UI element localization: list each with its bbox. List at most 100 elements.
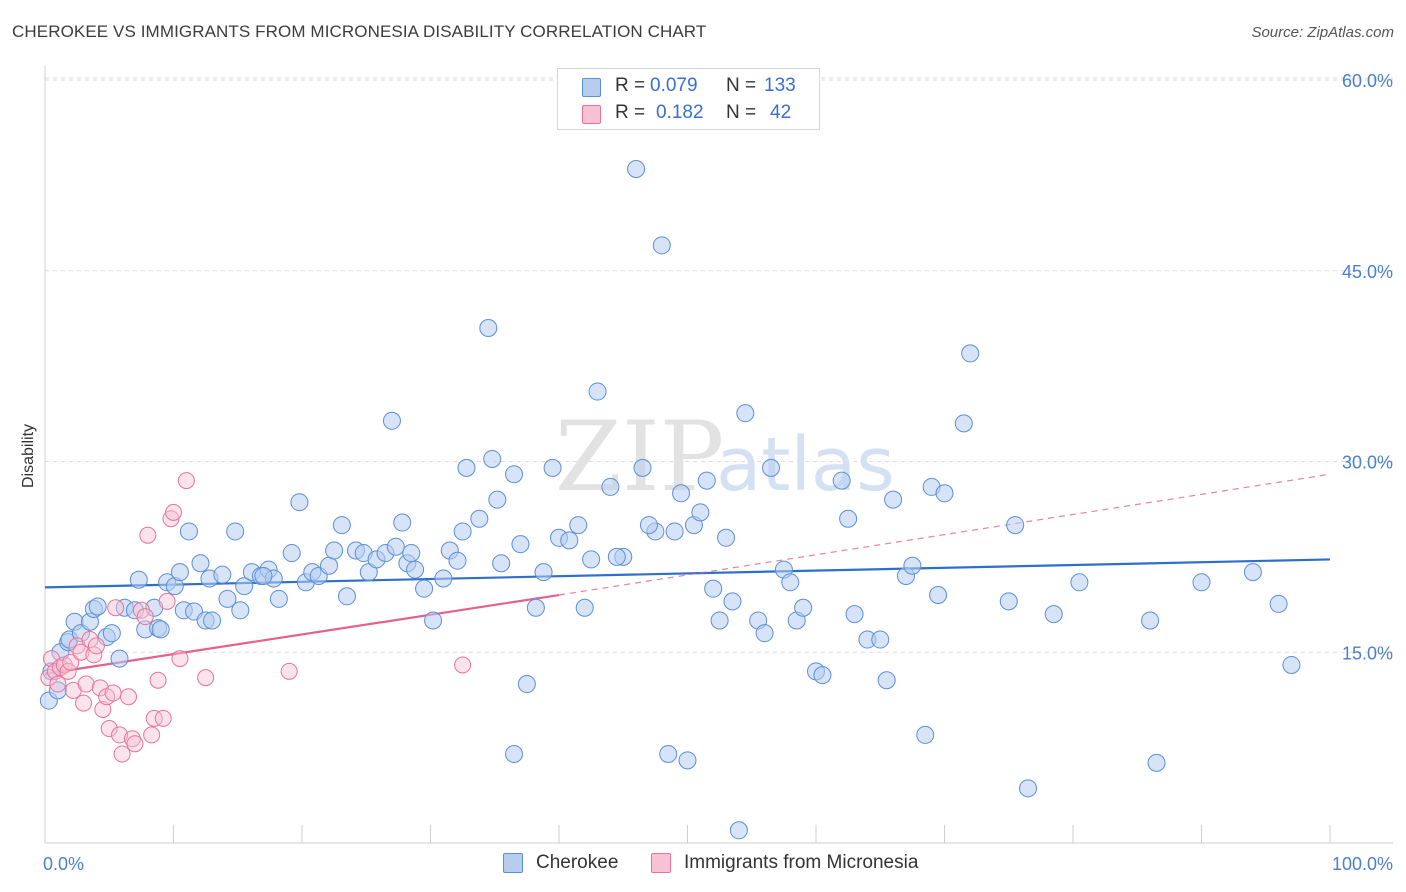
legend-row-cherokee: R = 0.079 N = 133 [558, 75, 819, 101]
legend-r-value: 0.182 [656, 102, 704, 123]
cherokee-point [935, 484, 954, 503]
cherokee-point [697, 471, 716, 490]
cherokee-point [582, 550, 601, 569]
cherokee-point [1044, 605, 1063, 624]
cherokee-point [218, 589, 237, 608]
cherokee-point [534, 563, 553, 582]
micronesia-point [197, 669, 215, 687]
micronesia-point [123, 730, 141, 748]
cherokee-point [633, 458, 652, 477]
cherokee-point [231, 601, 250, 620]
cherokee-point [1070, 573, 1089, 592]
cherokee-point [406, 560, 425, 579]
cherokee-point [607, 547, 626, 566]
cherokee-point [282, 544, 301, 563]
cherokee-point [710, 611, 729, 630]
micronesia-point [75, 694, 93, 712]
cherokee-point [729, 821, 748, 840]
chart-title: CHEROKEE VS IMMIGRANTS FROM MICRONESIA D… [12, 22, 707, 41]
cherokee-point [325, 541, 344, 560]
cherokee-point [1147, 753, 1166, 772]
cherokee-point [125, 601, 144, 620]
legend-swatch-pink [582, 105, 601, 124]
micronesia-point [104, 684, 122, 702]
cherokee-point [1243, 563, 1262, 582]
cherokee-point [665, 522, 684, 541]
cherokee-point [691, 503, 710, 522]
cherokee-point [601, 477, 620, 496]
cherokee-point [102, 624, 121, 643]
axes [44, 66, 1393, 844]
cherokee-point [659, 744, 678, 763]
bottom-legend-label-micronesia: Immigrants from Micronesia [684, 852, 919, 873]
legend-n-label: N = [726, 75, 757, 96]
watermark-zip: ZIP [555, 401, 724, 513]
cherokee-point [1019, 779, 1038, 798]
cherokee-point [254, 566, 273, 585]
micronesia-point [165, 503, 182, 521]
data-points [39, 160, 1301, 840]
micronesia-point [145, 709, 163, 727]
cherokee-point [916, 725, 935, 744]
micronesia-point [143, 726, 161, 744]
legend-n-value: 133 [764, 75, 796, 96]
cherokee-point [88, 597, 107, 616]
micronesia-point [62, 653, 80, 671]
cherokee-point [569, 516, 588, 535]
cherokee-point [832, 471, 851, 490]
cherokee-point [813, 666, 832, 685]
micronesia-trend-extension [558, 473, 1331, 596]
cherokee-point [839, 509, 858, 528]
cherokee-point [723, 592, 742, 611]
cherokee-point [871, 630, 890, 649]
tick-labels: 15.0% 30.0% 45.0% 60.0% 0.0% 100.0% [43, 71, 1393, 874]
cherokee-point [999, 592, 1018, 611]
micronesia-point [49, 675, 67, 693]
micronesia-point [113, 745, 131, 763]
micronesia-point [87, 637, 105, 655]
cherokee-point [652, 236, 671, 255]
cherokee-point [415, 579, 434, 598]
y-tick-label: 60.0% [1342, 71, 1393, 91]
micronesia-point [40, 669, 58, 687]
cherokee-point [179, 522, 198, 541]
cherokee-point [492, 554, 511, 573]
bottom-legend-swatch-blue [503, 853, 523, 873]
watermark: ZIP atlas [555, 401, 895, 513]
cherokee-point [954, 414, 973, 433]
cherokee-point [290, 493, 309, 512]
cherokee-point [717, 528, 736, 547]
cherokee-point [903, 556, 922, 575]
bottom-legend-cherokee: Cherokee [503, 852, 643, 876]
cherokee-point [1141, 611, 1160, 630]
cherokee-point [1282, 655, 1301, 674]
cherokee-point [1006, 516, 1025, 535]
cherokee-point [517, 675, 536, 694]
micronesia-point [139, 526, 157, 544]
micronesia-point [111, 726, 129, 744]
cherokee-point [845, 605, 864, 624]
micronesia-point [91, 679, 109, 697]
micronesia-point [149, 671, 167, 689]
cherokee-point [457, 458, 476, 477]
cherokee-point [505, 465, 524, 484]
cherokee-point [479, 318, 498, 337]
micronesia-point [120, 688, 138, 706]
cherokee-point [877, 671, 896, 690]
cherokee-point [483, 449, 502, 468]
x-tick-label-right: 100.0% [1332, 854, 1393, 874]
bottom-legend-micronesia: Immigrants from Micronesia [651, 852, 951, 876]
micronesia-point [454, 656, 472, 674]
micronesia-point [100, 720, 118, 738]
cherokee-point [678, 751, 697, 770]
y-tick-label: 30.0% [1342, 453, 1393, 473]
cherokee-point [337, 587, 356, 606]
legend-row-micronesia: R = 0.182 N = 42 [558, 102, 819, 128]
cherokee-point [226, 522, 245, 541]
cherokee-point [961, 344, 980, 363]
micronesia-point [136, 608, 154, 626]
micronesia-point [280, 662, 298, 680]
cherokee-point [48, 681, 67, 700]
micronesia-trend-line [44, 593, 560, 675]
